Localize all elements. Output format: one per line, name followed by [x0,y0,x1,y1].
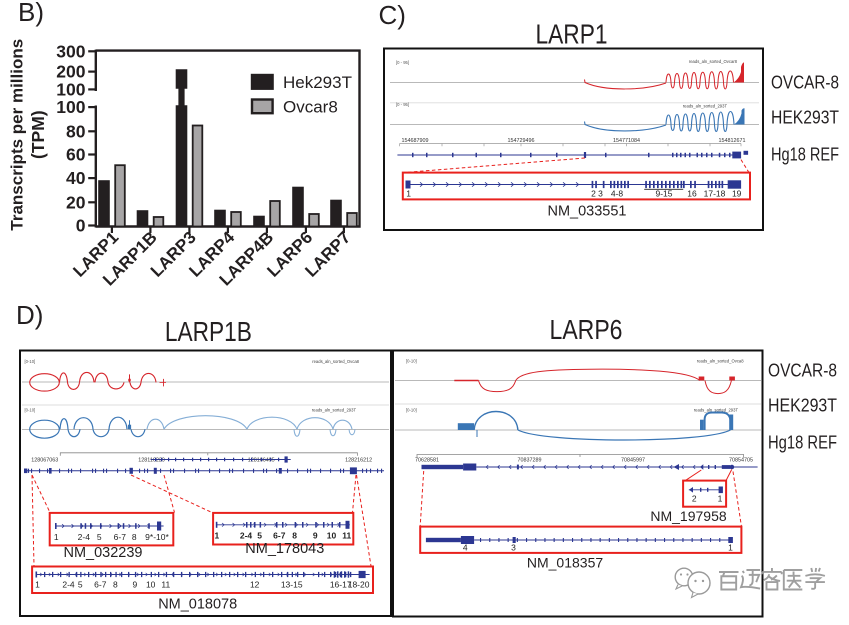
svg-text:LARP1B: LARP1B [165,316,252,347]
svg-text:40: 40 [66,168,86,188]
svg-text:200: 200 [56,62,85,82]
svg-text:NM_033551: NM_033551 [548,204,627,220]
svg-text:LARP1: LARP1 [536,19,608,50]
svg-text:17-18: 17-18 [704,189,726,199]
svg-text:6-7: 6-7 [273,531,286,541]
svg-text:reads_aln_sorted_293T: reads_aln_sorted_293T [312,408,357,413]
svg-text:70837289: 70837289 [518,458,542,464]
svg-text:13-15: 13-15 [281,580,303,590]
svg-text:20: 20 [66,192,86,212]
svg-text:OVCAR-8: OVCAR-8 [771,72,839,92]
svg-text:reads_aln_sorted_Ovca8: reads_aln_sorted_Ovca8 [312,359,359,364]
svg-text:16: 16 [687,189,697,199]
svg-text:8: 8 [113,580,118,590]
svg-text:100: 100 [56,97,85,117]
svg-text:D): D) [16,300,43,330]
svg-text:reads_aln_sorted_Ovca8: reads_aln_sorted_Ovca8 [697,359,744,364]
svg-text:LARP6: LARP6 [550,314,623,345]
svg-text:Ovcar8: Ovcar8 [283,98,338,117]
svg-text:C): C) [379,0,406,30]
svg-text:NM_197958: NM_197958 [650,508,726,524]
svg-text:[0-10]: [0-10] [406,408,417,413]
svg-text:70854705: 70854705 [729,458,753,464]
svg-text:OVCAR-8: OVCAR-8 [768,360,837,380]
svg-text:60: 60 [66,145,86,165]
svg-text:100: 100 [56,79,85,99]
svg-text:11: 11 [161,580,170,590]
svg-text:12: 12 [250,580,260,590]
svg-text:5: 5 [257,531,262,541]
svg-text:[0-10]: [0-10] [25,359,36,364]
svg-text:6-7: 6-7 [114,532,127,542]
svg-text:5: 5 [78,580,83,590]
svg-text:154729496: 154729496 [508,138,535,144]
svg-text:154771084: 154771084 [613,138,640,144]
svg-text:3: 3 [511,543,516,553]
svg-text:Hg18 REF: Hg18 REF [768,433,837,453]
svg-text:9: 9 [313,531,318,541]
svg-text:Transcripts per millions: Transcripts per millions [8,39,27,231]
svg-text:reads_aln_sorted_293T: reads_aln_sorted_293T [694,408,739,413]
svg-text:0: 0 [76,216,86,236]
svg-text:[0 - 95]: [0 - 95] [396,102,409,107]
svg-text:1: 1 [718,494,723,504]
svg-text:HEK293T: HEK293T [771,107,839,127]
svg-text:1: 1 [406,189,411,199]
svg-text:5: 5 [97,532,102,542]
svg-text:1: 1 [35,580,40,590]
svg-text:9-15: 9-15 [655,189,672,199]
svg-text:2-4: 2-4 [78,532,91,542]
svg-text:18-20: 18-20 [348,580,370,590]
svg-text:1: 1 [728,543,733,553]
svg-text:6-7: 6-7 [94,580,107,590]
svg-text:4: 4 [463,543,468,553]
svg-text:NM_032239: NM_032239 [64,545,143,561]
svg-text:[0 - 95]: [0 - 95] [396,60,409,65]
svg-text:8: 8 [292,531,297,541]
svg-text:10: 10 [146,580,156,590]
svg-text:Hg18 REF: Hg18 REF [771,144,839,164]
svg-text:16-17: 16-17 [330,580,352,590]
svg-text:19: 19 [732,189,742,199]
svg-text:[0-10]: [0-10] [25,408,36,413]
svg-text:reads_aln_sorted_293T: reads_aln_sorted_293T [683,104,728,109]
svg-text:154812671: 154812671 [719,138,746,144]
svg-text:[0-10]: [0-10] [406,359,417,364]
svg-text:80: 80 [66,121,86,141]
svg-text:2-4: 2-4 [240,531,253,541]
svg-text:70845997: 70845997 [621,458,645,464]
svg-text:2 3: 2 3 [591,189,603,199]
svg-text:NM_178043: NM_178043 [245,541,324,557]
svg-text:300: 300 [56,41,85,61]
svg-text:128216212: 128216212 [345,458,372,464]
svg-text:(TPM): (TPM) [28,110,48,159]
svg-text:9*-10*: 9*-10* [145,532,169,542]
svg-text:NM_018078: NM_018078 [158,597,237,613]
svg-text:70628581: 70628581 [415,458,439,464]
svg-text:1: 1 [54,532,59,542]
svg-text:154687909: 154687909 [402,138,429,144]
svg-text:9: 9 [133,580,138,590]
svg-text:128067063: 128067063 [31,458,58,464]
svg-text:B): B) [18,0,44,27]
svg-text:reads_aln_sorted_Ovcar8: reads_aln_sorted_Ovcar8 [689,59,738,64]
svg-text:2-4: 2-4 [62,580,75,590]
svg-text:NM_018357: NM_018357 [527,555,603,571]
svg-text:128116229: 128116229 [138,458,165,464]
svg-text:4-8: 4-8 [611,189,624,199]
svg-text:Hek293T: Hek293T [283,73,352,92]
svg-text:8: 8 [132,532,137,542]
svg-text:1: 1 [215,531,220,541]
svg-text:10: 10 [327,531,337,541]
svg-text:11: 11 [342,531,351,541]
svg-text:HEK293T: HEK293T [768,396,837,416]
svg-text:2: 2 [692,494,697,504]
